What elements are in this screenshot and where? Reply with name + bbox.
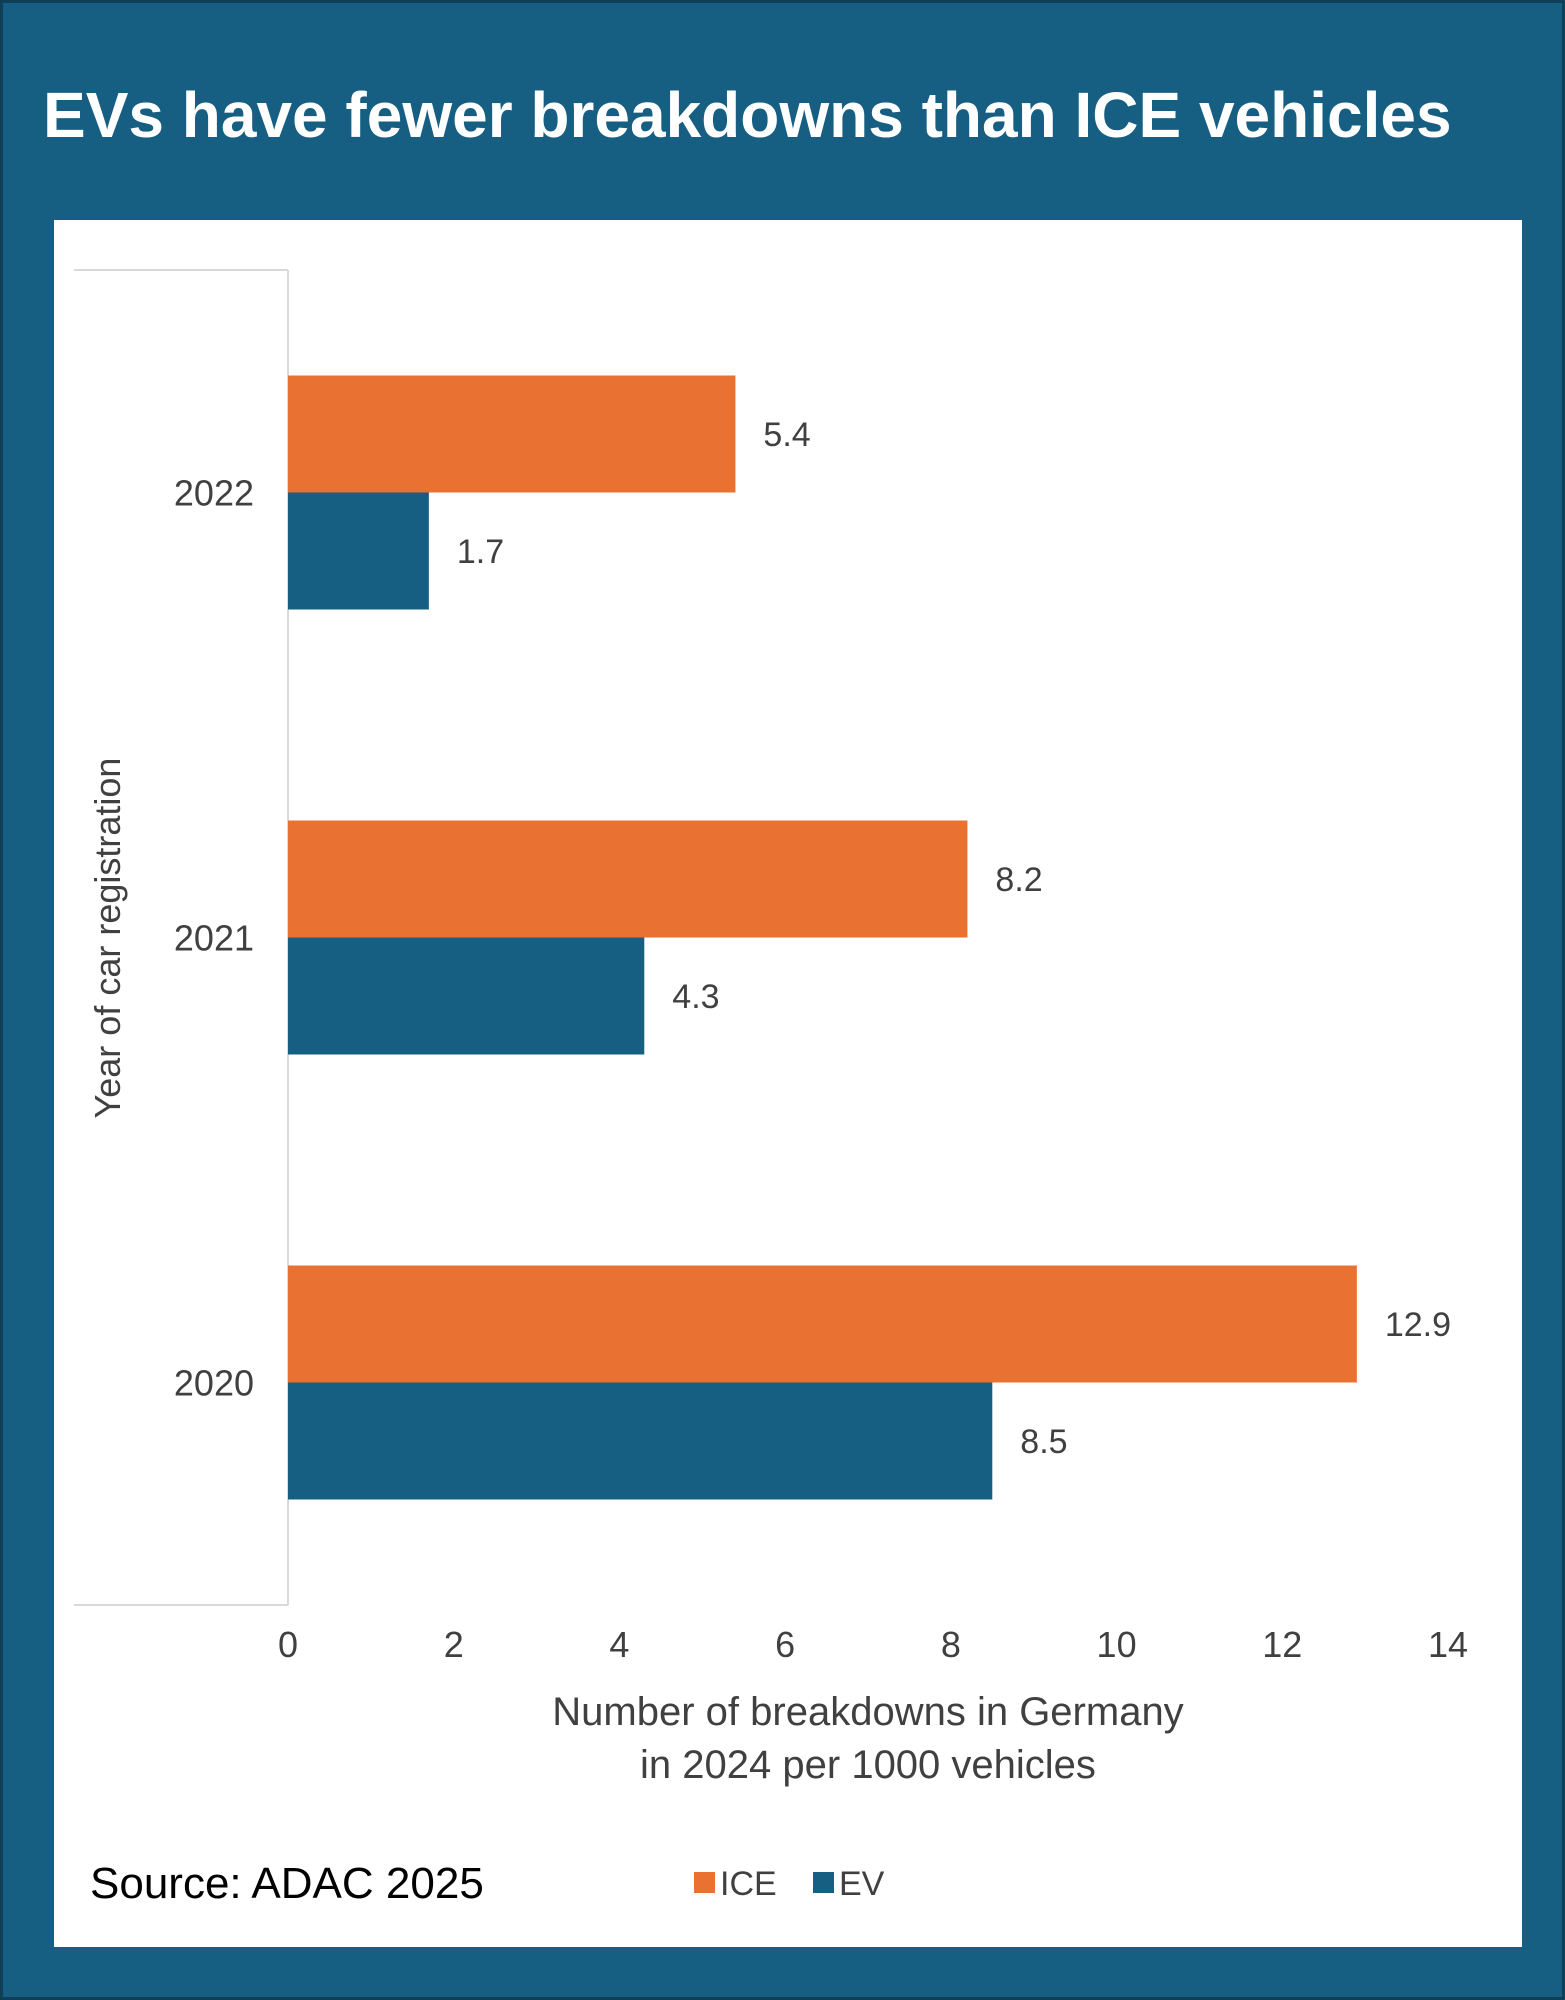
category-label-2022: 2022 xyxy=(174,473,254,514)
value-label-ev-2020: 8.5 xyxy=(1020,1423,1067,1461)
value-label-ice-2020: 12.9 xyxy=(1385,1306,1451,1344)
chart-panel: 5.4 1.7 2022 8.2 4.3 2021 12.9 8.5 2020 0 2 4 6 8 10 12… xyxy=(54,220,1522,1947)
x-tick-label-0: 0 xyxy=(278,1624,298,1665)
x-tick-label-6: 6 xyxy=(775,1624,795,1665)
bar-ice-2021 xyxy=(288,820,968,938)
x-tick-label-2: 2 xyxy=(444,1624,464,1665)
category-label-2020: 2020 xyxy=(174,1363,254,1404)
bar-ice-2020 xyxy=(288,1265,1357,1383)
x-axis-title-line-2: in 2024 per 1000 vehicles xyxy=(640,1743,1096,1787)
value-label-ice-2022: 5.4 xyxy=(763,416,810,454)
value-label-ice-2021: 8.2 xyxy=(995,861,1042,899)
legend-label-ice: ICE xyxy=(720,1865,777,1903)
x-tick-label-10: 10 xyxy=(1097,1624,1137,1665)
bar-chart: 5.4 1.7 2022 8.2 4.3 2021 12.9 8.5 2020 0 2 4 6 8 10 12… xyxy=(74,269,1468,1903)
bar-ev-2022 xyxy=(288,492,429,610)
bar-ev-2020 xyxy=(288,1382,993,1500)
x-tick-label-12: 12 xyxy=(1262,1624,1302,1665)
bar-ev-2021 xyxy=(288,937,645,1055)
category-label-2021: 2021 xyxy=(174,918,254,959)
value-label-ev-2022: 1.7 xyxy=(457,533,504,571)
bar-ice-2022 xyxy=(288,375,736,493)
x-tick-label-4: 4 xyxy=(609,1624,629,1665)
legend-label-ev: EV xyxy=(839,1865,885,1903)
chart-title: EVs have fewer breakdowns than ICE vehic… xyxy=(43,79,1452,151)
legend-swatch-ice xyxy=(694,1872,715,1893)
y-axis-title: Year of car registration xyxy=(87,758,128,1119)
value-label-ev-2021: 4.3 xyxy=(672,978,719,1016)
x-tick-label-8: 8 xyxy=(941,1624,961,1665)
x-tick-label-14: 14 xyxy=(1428,1624,1468,1665)
legend-swatch-ev xyxy=(813,1872,834,1893)
x-axis-title-line-1: Number of breakdowns in Germany xyxy=(552,1690,1183,1734)
source-note: Source: ADAC 2025 xyxy=(90,1859,484,1908)
